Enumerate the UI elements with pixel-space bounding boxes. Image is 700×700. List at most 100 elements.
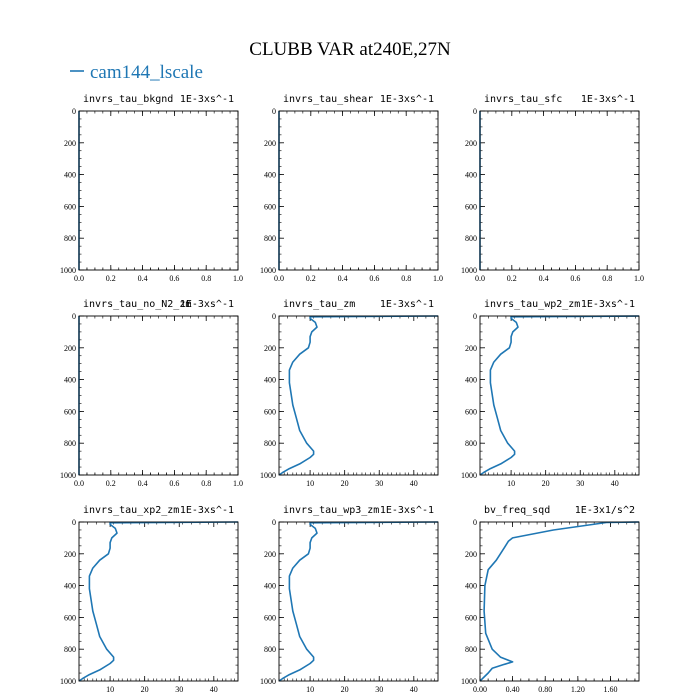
figure-title: CLUBB VAR at240E,27N bbox=[249, 39, 451, 60]
x-tick-label: 1.0 bbox=[634, 274, 644, 283]
y-tick-label: 400 bbox=[264, 171, 276, 180]
panel-title: invrs_tau_zm bbox=[283, 299, 355, 310]
panels: invrs_tau_bkgnd 1E-3xs^-10200400600800100… bbox=[60, 94, 644, 694]
x-tick-label: 40 bbox=[410, 479, 418, 488]
panel-invrs_tau_bkgnd: invrs_tau_bkgnd 1E-3xs^-1 0 200 400 600 800 100… bbox=[60, 94, 243, 283]
panel-invrs_tau_wp2_zm: invrs_tau_wp2_zm 1E-3xs^-1 0 200 400 600 800 10… bbox=[461, 299, 640, 488]
legend: cam144_lscale bbox=[70, 62, 203, 83]
y-tick-label: 800 bbox=[64, 234, 76, 243]
panel-title: invrs_tau_no_N2_zm bbox=[83, 299, 191, 310]
x-tick-label: 10 bbox=[306, 479, 314, 488]
y-tick-label: 1000 bbox=[461, 677, 477, 686]
panel-units: 1E-3xs^-1 bbox=[380, 94, 434, 105]
y-tick-label: 600 bbox=[64, 613, 76, 622]
y-tick-label: 600 bbox=[264, 202, 276, 211]
y-tick-label: 200 bbox=[64, 344, 76, 353]
x-tick-label: 40 bbox=[210, 685, 218, 694]
y-tick-label: 1000 bbox=[260, 471, 276, 480]
legend-label: cam144_lscale bbox=[90, 62, 203, 83]
panel-units: 1E-3x1/s^2 bbox=[575, 505, 635, 516]
x-tick-label: 1.0 bbox=[233, 479, 243, 488]
x-tick-label: 40 bbox=[611, 479, 619, 488]
y-tick-label: 200 bbox=[64, 550, 76, 559]
series-line-cam144_lscale bbox=[278, 315, 439, 476]
y-tick-label: 800 bbox=[264, 645, 276, 654]
x-tick-label: 20 bbox=[341, 685, 349, 694]
x-tick-label: 0.6 bbox=[169, 274, 179, 283]
y-tick-label: 600 bbox=[64, 202, 76, 211]
y-tick-label: 800 bbox=[264, 439, 276, 448]
y-tick-label: 400 bbox=[64, 582, 76, 591]
panel-units: 1E-3xs^-1 bbox=[180, 94, 234, 105]
x-tick-label: 1.60 bbox=[603, 685, 617, 694]
panel-invrs_tau_wp3_zm: invrs_tau_wp3_zm 1E-3xs^-1 0 200 400 600 800 10… bbox=[260, 505, 439, 694]
y-tick-label: 800 bbox=[64, 439, 76, 448]
y-tick-label: 0 bbox=[72, 107, 76, 116]
x-tick-label: 0.8 bbox=[401, 274, 411, 283]
y-tick-label: 0 bbox=[473, 518, 477, 527]
x-tick-label: 10 bbox=[507, 479, 515, 488]
y-tick-label: 0 bbox=[473, 107, 477, 116]
y-tick-label: 1000 bbox=[60, 677, 76, 686]
y-tick-label: 1000 bbox=[260, 266, 276, 275]
x-tick-label: 30 bbox=[375, 479, 383, 488]
x-tick-label: 0.8 bbox=[201, 274, 211, 283]
panel-invrs_tau_shear: invrs_tau_shear 1E-3xs^-1 0 200 400 600 800 100… bbox=[260, 94, 443, 283]
x-tick-label: 0.2 bbox=[106, 479, 116, 488]
y-tick-label: 600 bbox=[64, 407, 76, 416]
x-tick-label: 0.6 bbox=[570, 274, 580, 283]
y-tick-label: 0 bbox=[72, 518, 76, 527]
panel-title: invrs_tau_xp2_zm bbox=[83, 505, 179, 516]
plot-frame bbox=[479, 521, 640, 682]
y-tick-label: 200 bbox=[465, 139, 477, 148]
x-tick-label: 30 bbox=[375, 685, 383, 694]
y-tick-label: 600 bbox=[264, 613, 276, 622]
y-tick-label: 1000 bbox=[461, 266, 477, 275]
x-tick-label: 0.0 bbox=[74, 479, 84, 488]
y-tick-label: 600 bbox=[465, 407, 477, 416]
x-tick-label: 1.20 bbox=[571, 685, 585, 694]
x-tick-label: 0.4 bbox=[138, 479, 148, 488]
y-tick-label: 1000 bbox=[60, 471, 76, 480]
y-tick-label: 800 bbox=[64, 645, 76, 654]
x-tick-label: 0.4 bbox=[539, 274, 549, 283]
panel-units: 1E-3xs^-1 bbox=[581, 299, 635, 310]
y-tick-label: 400 bbox=[465, 376, 477, 385]
panel-invrs_tau_zm: invrs_tau_zm 1E-3xs^-1 0 200 400 600 800 1000 10… bbox=[260, 299, 439, 488]
panel-title: invrs_tau_sfc bbox=[484, 94, 562, 105]
x-tick-label: 0.40 bbox=[506, 685, 520, 694]
y-tick-label: 800 bbox=[465, 234, 477, 243]
x-tick-label: 40 bbox=[410, 685, 418, 694]
y-tick-label: 400 bbox=[264, 376, 276, 385]
y-tick-label: 400 bbox=[264, 582, 276, 591]
panel-title: bv_freq_sqd bbox=[484, 505, 550, 516]
y-tick-label: 200 bbox=[465, 344, 477, 353]
y-tick-label: 400 bbox=[64, 171, 76, 180]
y-tick-label: 1000 bbox=[461, 471, 477, 480]
x-tick-label: 0.8 bbox=[201, 479, 211, 488]
x-tick-label: 0.6 bbox=[169, 479, 179, 488]
y-tick-label: 0 bbox=[272, 518, 276, 527]
x-tick-label: 0.80 bbox=[538, 685, 552, 694]
panel-units: 1E-3xs^-1 bbox=[380, 299, 434, 310]
x-tick-label: 30 bbox=[576, 479, 584, 488]
panel-invrs_tau_xp2_zm: invrs_tau_xp2_zm 1E-3xs^-1 0 200 400 600 800 10… bbox=[60, 505, 239, 694]
y-tick-label: 400 bbox=[465, 171, 477, 180]
plot-frame bbox=[278, 315, 439, 476]
x-tick-label: 0.4 bbox=[338, 274, 348, 283]
y-tick-label: 600 bbox=[264, 407, 276, 416]
panel-units: 1E-3xs^-1 bbox=[581, 94, 635, 105]
y-tick-label: 800 bbox=[465, 439, 477, 448]
series-line-cam144_lscale bbox=[479, 521, 640, 682]
panel-units: 1E-3xs^-1 bbox=[180, 505, 234, 516]
y-tick-label: 0 bbox=[272, 107, 276, 116]
plot-frame bbox=[78, 315, 239, 476]
y-tick-label: 1000 bbox=[60, 266, 76, 275]
x-tick-label: 1.0 bbox=[233, 274, 243, 283]
x-tick-label: 0.6 bbox=[369, 274, 379, 283]
x-tick-label: 20 bbox=[341, 479, 349, 488]
x-tick-label: 0.2 bbox=[507, 274, 517, 283]
x-tick-label: 0.0 bbox=[475, 274, 485, 283]
plot-frame bbox=[278, 110, 439, 271]
